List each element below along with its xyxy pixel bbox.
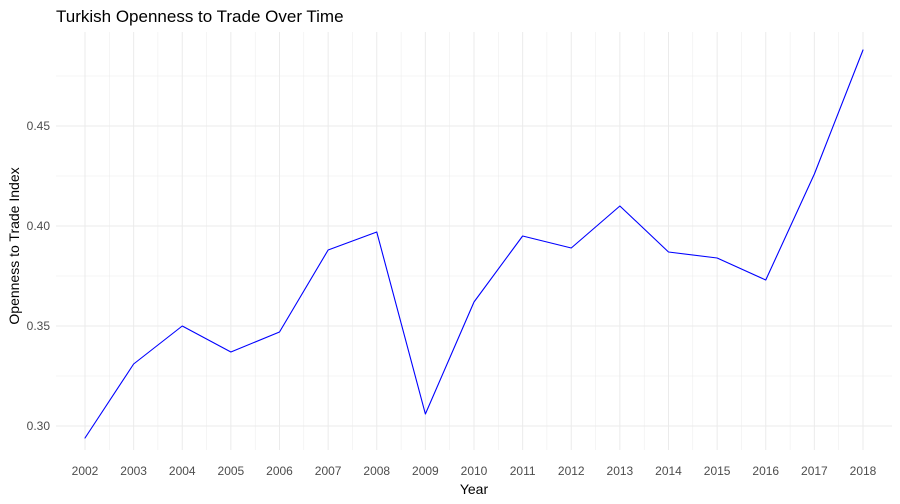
x-tick-label: 2007	[315, 464, 342, 478]
y-tick-label: 0.35	[27, 319, 51, 333]
x-axis-ticks: 2002 2003 2004 2005 2006 2007 2008 2009 2010 2011…	[72, 464, 877, 478]
x-tick-label: 2008	[363, 464, 390, 478]
x-tick-label: 2016	[752, 464, 779, 478]
x-axis-title: Year	[460, 481, 489, 497]
chart-title: Turkish Openness to Trade Over Time	[56, 7, 344, 26]
x-tick-label: 2018	[850, 464, 877, 478]
x-tick-label: 2017	[801, 464, 828, 478]
x-tick-label: 2015	[704, 464, 731, 478]
x-tick-label: 2004	[169, 464, 196, 478]
x-tick-label: 2003	[120, 464, 147, 478]
x-tick-label: 2010	[461, 464, 488, 478]
x-tick-label: 2011	[510, 464, 536, 478]
series-layer	[84, 49, 864, 439]
x-tick-label: 2012	[558, 464, 585, 478]
x-tick-label: 2005	[218, 464, 245, 478]
y-tick-label: 0.45	[27, 119, 51, 133]
y-tick-label: 0.30	[27, 419, 51, 433]
x-tick-label: 2006	[266, 464, 293, 478]
x-tick-label: 2002	[72, 464, 99, 478]
y-axis-ticks: 0.30 0.35 0.40 0.45	[27, 119, 51, 433]
y-axis-title: Openness to Trade Index	[6, 167, 22, 324]
major-gridlines	[56, 32, 892, 450]
x-tick-label: 2013	[607, 464, 634, 478]
y-tick-label: 0.40	[27, 219, 51, 233]
minor-gridlines	[56, 32, 892, 450]
x-tick-label: 2014	[655, 464, 682, 478]
x-tick-label: 2009	[412, 464, 439, 478]
